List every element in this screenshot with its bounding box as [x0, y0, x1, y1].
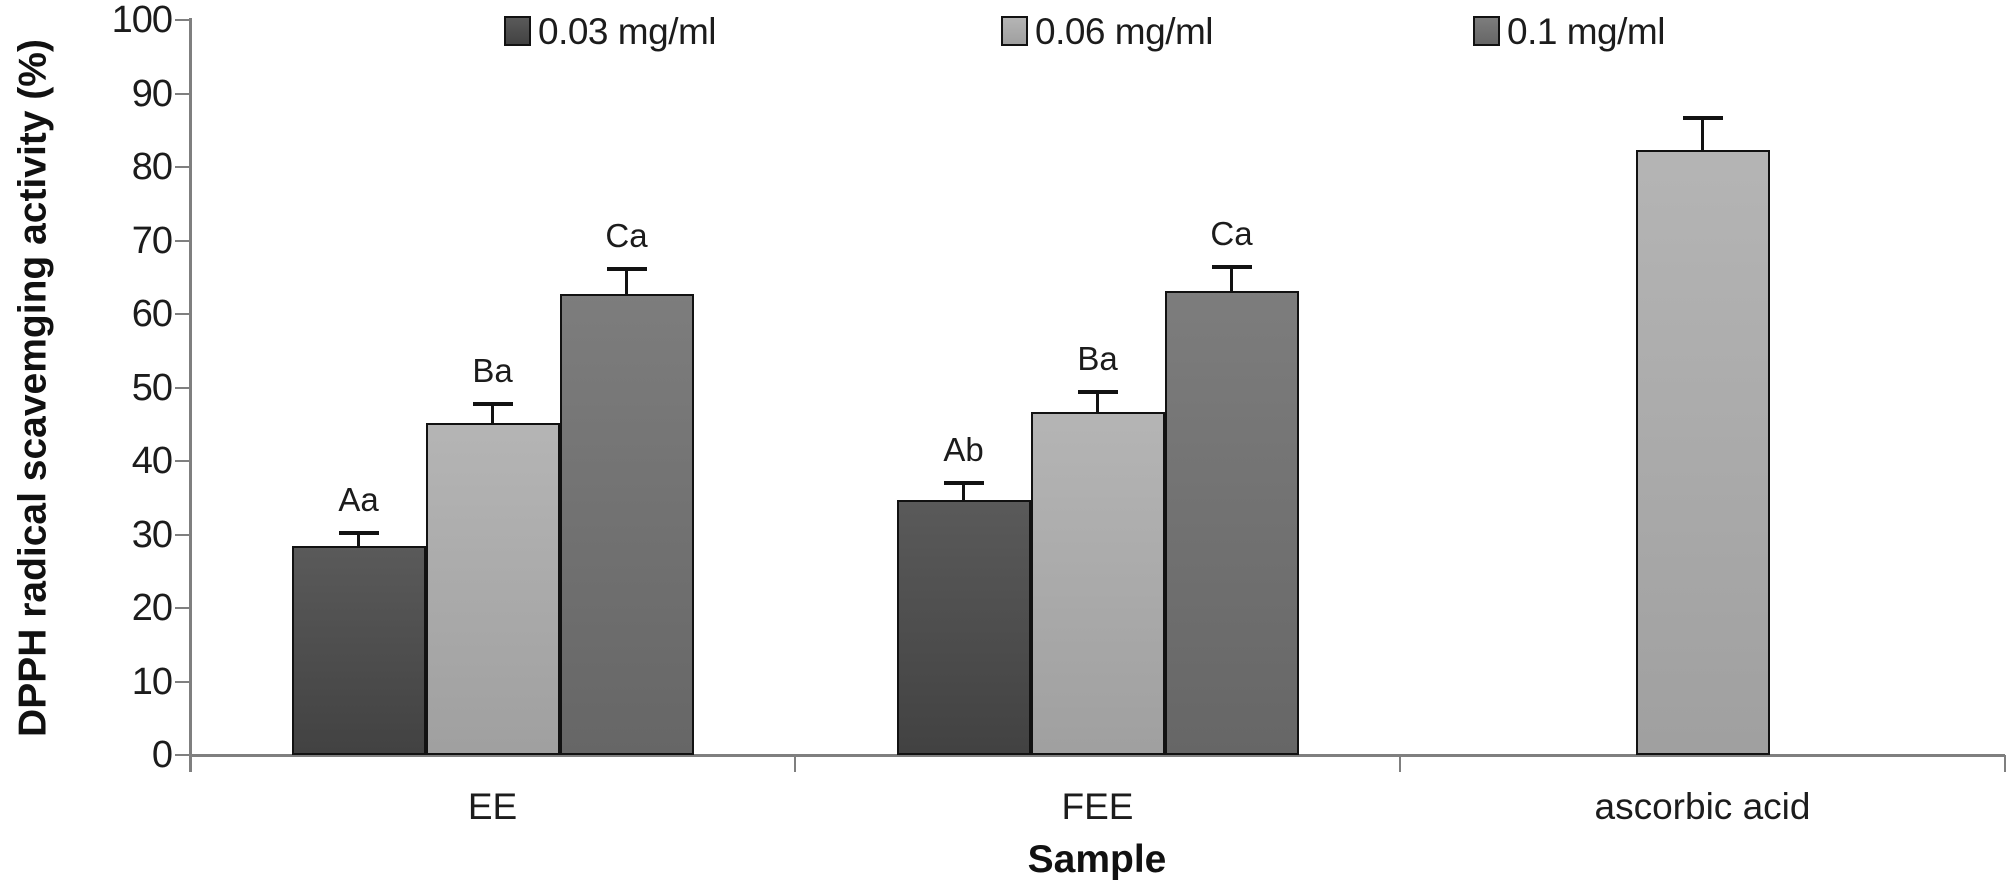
bar — [1635, 150, 1770, 755]
legend-item: 0.03 mg/ml — [504, 10, 717, 52]
y-tick — [175, 166, 190, 168]
y-tick-label: 70 — [131, 219, 173, 262]
y-tick-label: 80 — [131, 146, 173, 188]
error-bar-cap — [1077, 389, 1118, 394]
bar-annotation: Ca — [605, 217, 648, 255]
y-tick-label: 0 — [151, 734, 173, 776]
bar-annotation: Ca — [1210, 214, 1253, 252]
y-tick — [175, 460, 190, 462]
bar — [425, 422, 560, 755]
error-bar-stem — [357, 533, 360, 547]
error-bar-cap — [943, 481, 984, 486]
legend-item: 0.1 mg/ml — [1473, 10, 1665, 52]
y-axis-title: DPPH radical scavemging activity (%) — [11, 39, 55, 737]
legend-label: 0.03 mg/ml — [538, 10, 717, 52]
error-bar-cap — [472, 401, 513, 406]
y-tick — [175, 19, 190, 21]
y-axis-line — [189, 18, 192, 772]
error-bar-stem — [1230, 266, 1233, 292]
category-separator-tick — [794, 755, 796, 772]
y-tick — [175, 386, 190, 389]
y-tick — [175, 680, 190, 683]
y-tick-label: 90 — [131, 72, 173, 115]
y-tick-label: 50 — [131, 366, 173, 409]
bar-annotation: Ab — [943, 431, 984, 469]
legend-swatch-icon — [504, 16, 531, 46]
error-bar-stem — [491, 403, 494, 423]
category-separator-tick — [2004, 755, 2006, 772]
bar-annotation: Ba — [1077, 339, 1118, 377]
error-bar-cap — [338, 531, 379, 536]
y-tick — [175, 533, 190, 536]
category-label: FEE — [1061, 786, 1134, 827]
error-bar-cap — [606, 267, 647, 272]
bar — [1164, 291, 1299, 755]
y-tick-label: 20 — [131, 587, 173, 629]
y-tick-label: 100 — [111, 0, 173, 41]
y-tick-label: 30 — [131, 513, 173, 556]
bar — [1030, 411, 1165, 755]
legend-label: 0.06 mg/ml — [1035, 10, 1214, 52]
legend-item: 0.06 mg/ml — [1001, 10, 1214, 52]
y-tick — [175, 239, 190, 242]
legend-swatch-icon — [1473, 16, 1500, 46]
y-tick — [175, 313, 190, 315]
legend-label: 0.1 mg/ml — [1507, 10, 1665, 52]
y-tick-label: 60 — [131, 293, 173, 335]
bar — [896, 499, 1031, 755]
error-bar-stem — [962, 483, 965, 500]
x-axis-line — [190, 754, 2005, 757]
error-bar-stem — [625, 269, 628, 295]
bar — [559, 294, 694, 755]
error-bar-cap — [1682, 115, 1723, 120]
bar-annotation: Aa — [338, 481, 379, 519]
bar-annotation: Ba — [472, 351, 513, 389]
category-separator-tick — [1399, 755, 1401, 772]
y-tick — [175, 754, 190, 756]
bar — [291, 546, 426, 755]
y-tick — [175, 92, 190, 95]
category-label: EE — [467, 786, 518, 827]
y-tick — [175, 607, 190, 609]
y-tick-label: 40 — [131, 440, 173, 482]
legend-swatch-icon — [1001, 16, 1028, 46]
error-bar-stem — [1096, 391, 1099, 412]
error-bar-cap — [1211, 264, 1252, 269]
error-bar-stem — [1701, 117, 1704, 151]
x-axis-title: Sample — [1027, 838, 1167, 881]
category-label: ascorbic acid — [1594, 786, 1811, 827]
y-tick-label: 10 — [131, 660, 173, 703]
